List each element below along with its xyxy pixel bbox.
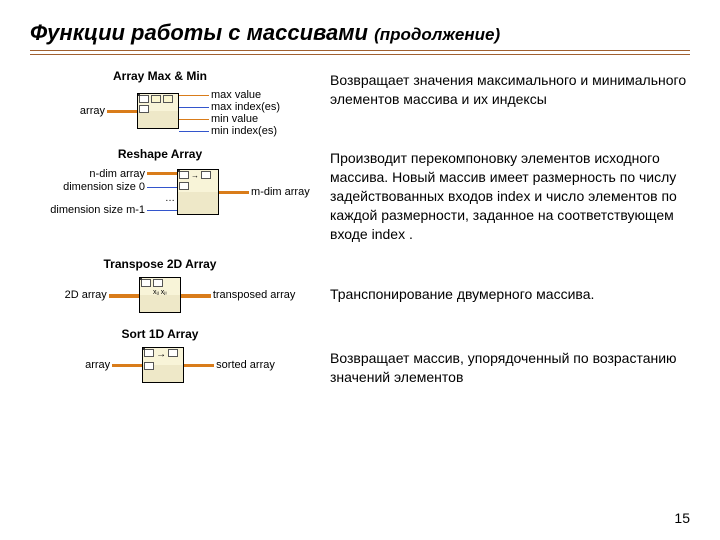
page-title: Функции работы с массивами (продолжение) — [30, 20, 690, 46]
output-label: sorted array — [214, 359, 275, 371]
title-divider — [30, 50, 690, 55]
description: Производит перекомпоновку элементов исхо… — [330, 147, 690, 243]
description: Транспонирование двумерного массива. — [330, 257, 690, 304]
diagram-transpose: 2D array xᵢⱼ xⱼᵢ transposed array — [30, 277, 330, 313]
description: Возвращает массив, упорядоченный по возр… — [330, 327, 690, 387]
output-label: max index(es) — [209, 101, 280, 113]
output-label: m-dim array — [249, 186, 310, 198]
title-sub: (продолжение) — [374, 25, 500, 44]
node-icon: → — [177, 169, 219, 215]
section-reshape: Reshape Array n-dim array dimension size… — [30, 147, 690, 243]
fn-title: Sort 1D Array — [30, 327, 330, 341]
input-label: 2D array — [65, 289, 109, 301]
diagram-max-min: array max value max index(es) min value … — [30, 89, 330, 133]
input-label: dimension size 0 — [63, 181, 147, 193]
input-label: … — [165, 195, 177, 203]
fn-title: Transpose 2D Array — [30, 257, 330, 271]
description: Возвращает значения максимального и мини… — [330, 69, 690, 109]
fn-title: Reshape Array — [30, 147, 330, 161]
node-icon: xᵢⱼ xⱼᵢ — [139, 277, 181, 313]
output-label: max value — [209, 89, 261, 101]
section-sort: Sort 1D Array array → sorted array Возвр… — [30, 327, 690, 387]
input-label: dimension size m-1 — [50, 204, 147, 216]
output-label: min index(es) — [209, 125, 277, 137]
section-max-min: Array Max & Min array max value max inde… — [30, 69, 690, 133]
diagram-sort: array → sorted array — [30, 347, 330, 383]
input-label: array — [85, 359, 112, 371]
section-transpose: Transpose 2D Array 2D array xᵢⱼ xⱼᵢ tran… — [30, 257, 690, 313]
page-number: 15 — [674, 510, 690, 526]
input-label: n-dim array — [89, 168, 147, 180]
node-icon: → — [142, 347, 184, 383]
output-label: min value — [209, 113, 258, 125]
diagram-reshape: n-dim array dimension size 0 … dimension… — [30, 167, 330, 217]
fn-title: Array Max & Min — [30, 69, 330, 83]
node-icon — [137, 93, 179, 129]
title-main: Функции работы с массивами — [30, 20, 368, 45]
input-label: array — [80, 105, 107, 117]
output-label: transposed array — [211, 289, 296, 301]
